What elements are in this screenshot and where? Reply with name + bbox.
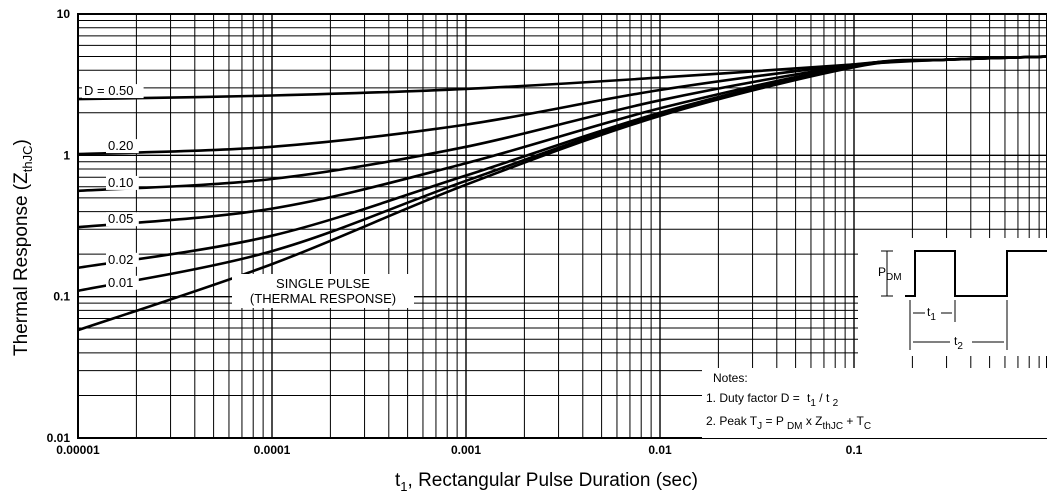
notes-line1: 1. Duty factor D = t1 / t 2 (706, 391, 839, 409)
y-tick-label: 0.1 (53, 290, 70, 304)
y-tick-label: 10 (57, 7, 71, 21)
x-tick-label: 0.1 (846, 443, 863, 457)
notes: Notes: 1. Duty factor D = t1 / t 2 2. Pe… (706, 371, 871, 432)
series-line-2 (78, 55, 1047, 156)
series-line-1 (78, 55, 1047, 101)
single-pulse-line1: SINGLE PULSE (276, 276, 370, 291)
pulse-diagram-background (858, 238, 1047, 356)
y-tick-label: 0.01 (47, 431, 71, 445)
svg-text:0.01: 0.01 (108, 275, 133, 290)
single-pulse-line2: (THERMAL RESPONSE) (250, 291, 396, 306)
curve-label-5: 0.02 (106, 252, 139, 267)
notes-title: Notes: (713, 371, 748, 385)
y-tick-label: 1 (63, 148, 70, 162)
curve-labels: D = 0.50 0.20 0.10 0.05 0.02 0.01 (82, 83, 144, 290)
svg-text:0.10: 0.10 (108, 175, 133, 190)
x-axis-label: t1, Rectangular Pulse Duration (sec) (395, 470, 698, 494)
curve-label-1: D = 0.50 (82, 83, 144, 99)
y-axis-label: Thermal Response (ZthJC) (11, 139, 35, 356)
single-pulse-label: SINGLE PULSE (THERMAL RESPONSE) (232, 274, 414, 308)
pdm-label: PDM (878, 265, 902, 283)
pulse-diagram (881, 250, 1047, 350)
t2-label: t2 (954, 334, 963, 352)
curve-label-4: 0.05 (106, 211, 139, 227)
pulse-waveform (905, 250, 1047, 297)
svg-text:0.02: 0.02 (108, 252, 133, 267)
svg-text:0.05: 0.05 (108, 211, 133, 226)
curves (78, 55, 1047, 332)
x-tick-label: 0.0001 (254, 443, 291, 457)
x-tick-label: 0.01 (648, 443, 672, 457)
series-line-7 (78, 55, 1047, 332)
curve-label-6: 0.01 (106, 275, 139, 290)
svg-text:0.20: 0.20 (108, 138, 133, 153)
curve-label-3: 0.10 (106, 175, 139, 190)
x-tick-label: 0.00001 (56, 443, 100, 457)
notes-line2: 2. Peak TJ = P DM x ZthJC + TC (706, 414, 871, 432)
x-tick-label: 0.001 (451, 443, 481, 457)
series-line-4 (78, 55, 1047, 229)
svg-text:D = 0.50: D = 0.50 (84, 83, 134, 98)
curve-label-2: 0.20 (106, 138, 139, 154)
t1-label: t1 (927, 305, 936, 323)
tick-labels: 0.00001 0.0001 0.001 0.01 0.1 0.01 0.1 1 10 (47, 7, 863, 457)
notes-background (702, 368, 1047, 438)
series-line-3 (78, 55, 1047, 193)
